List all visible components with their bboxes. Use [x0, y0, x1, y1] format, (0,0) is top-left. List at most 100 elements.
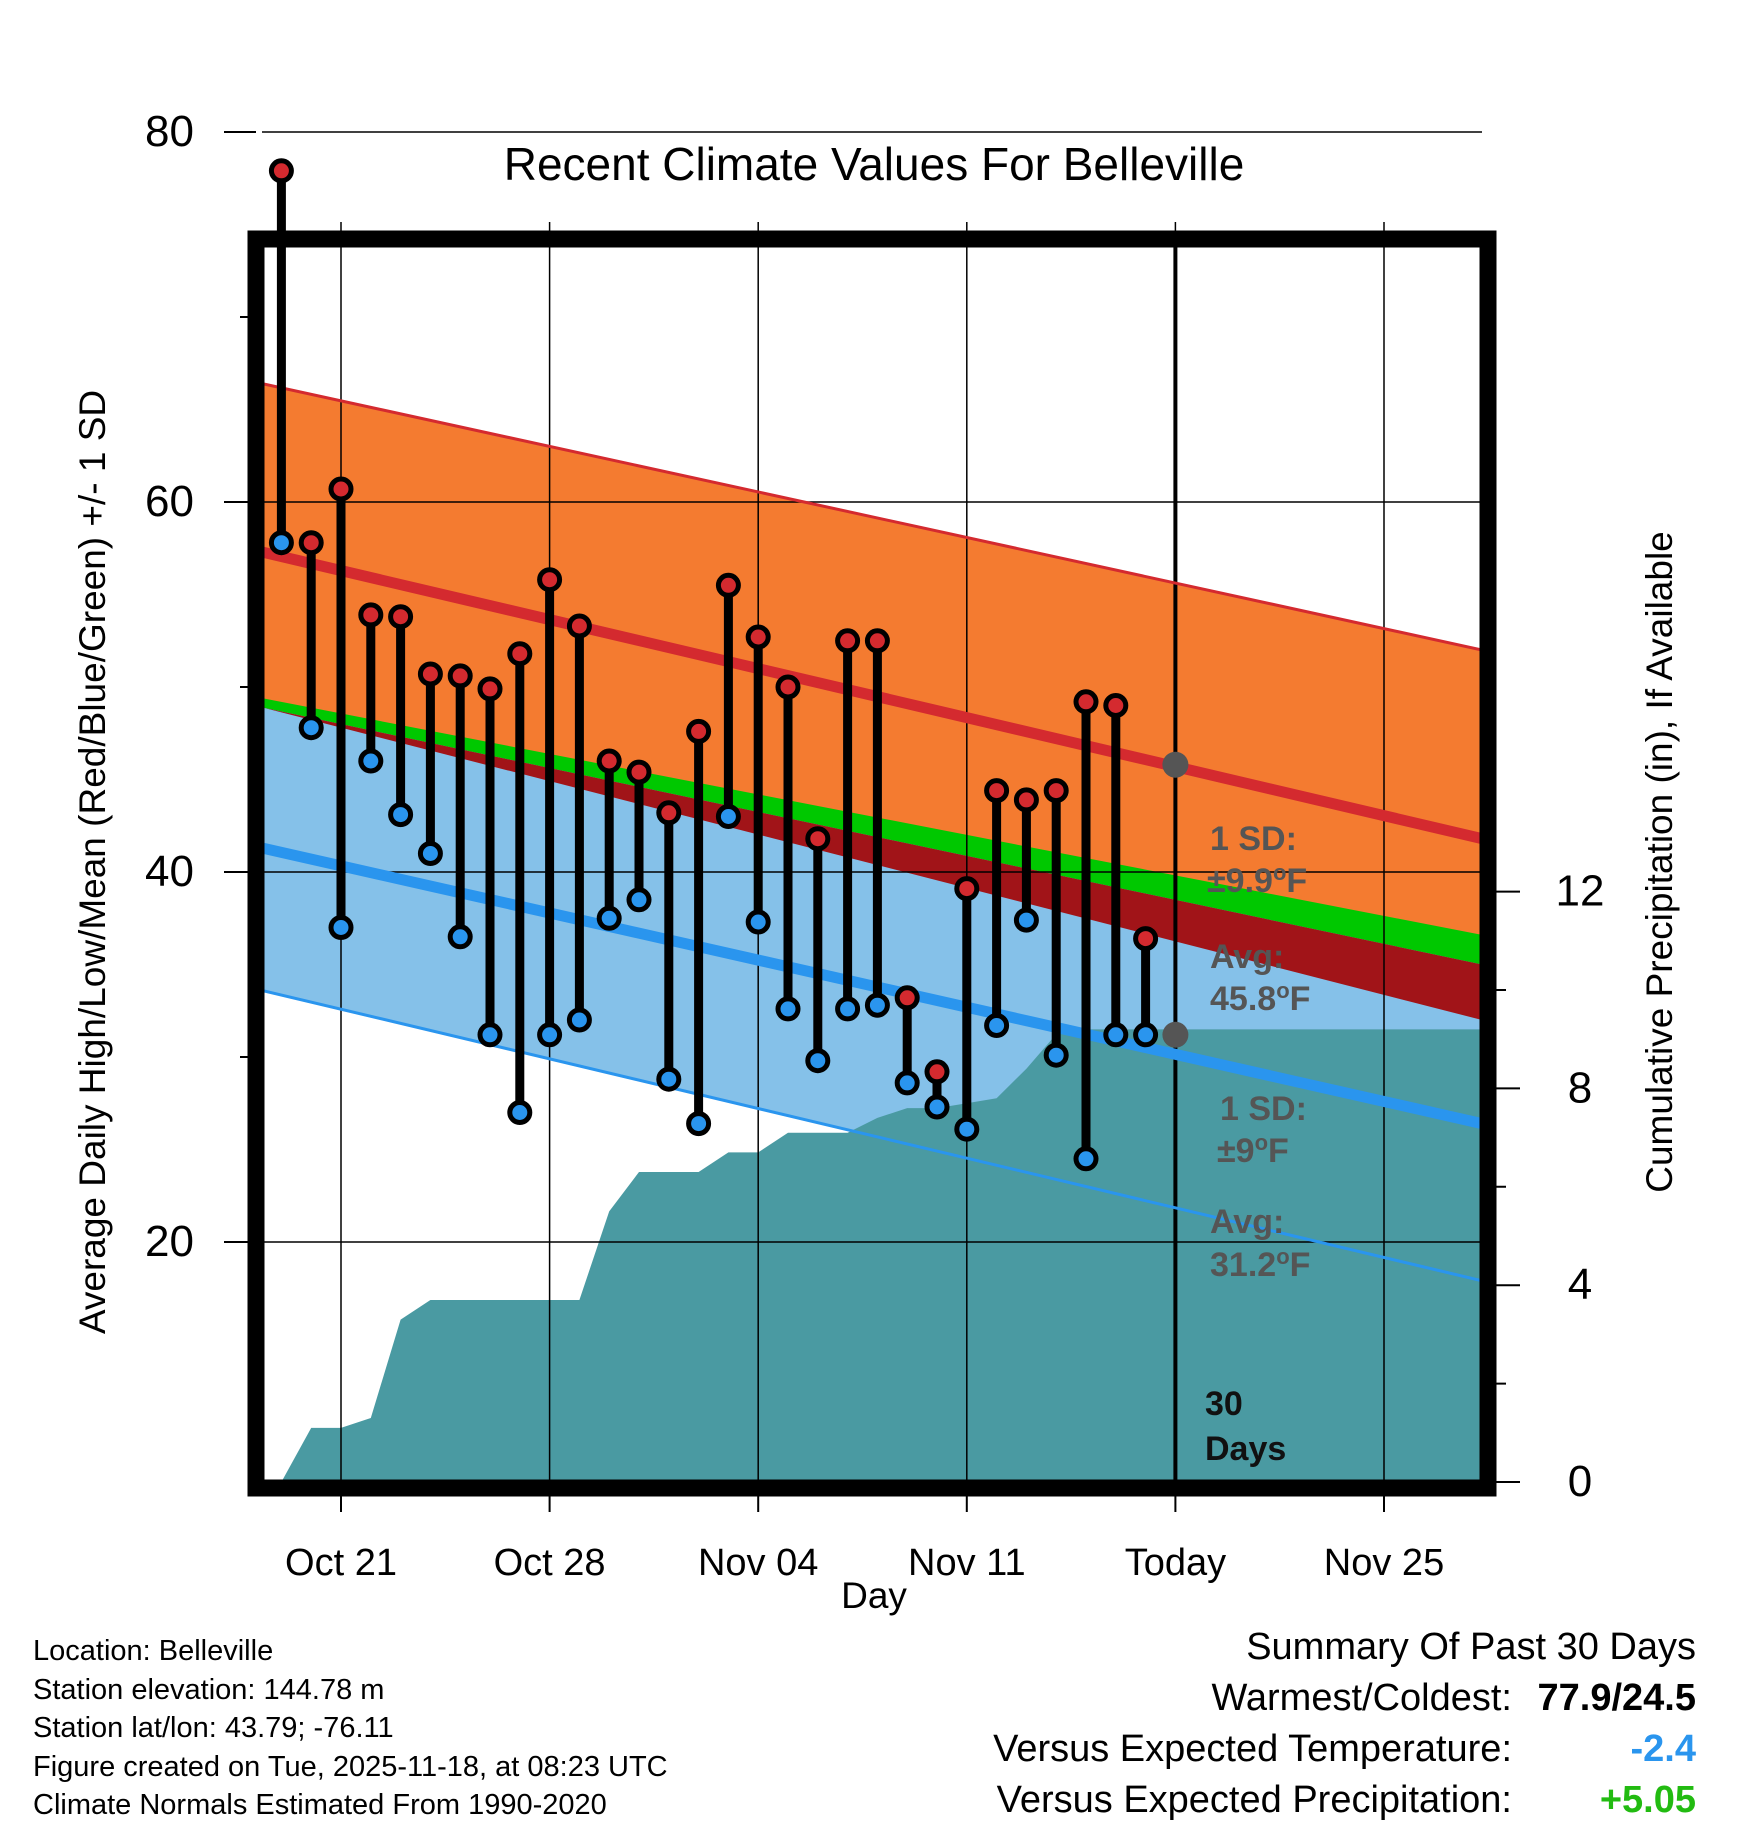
today-days-number: 30	[1205, 1385, 1243, 1423]
x-tick-label: Nov 25	[1324, 1542, 1444, 1584]
daily-high-point	[328, 476, 354, 502]
low-avg-value: 31.2oF	[1210, 1244, 1310, 1284]
daily-high-point	[745, 624, 771, 650]
y2-tick-label: 8	[1568, 1063, 1592, 1112]
daily-low-point	[1073, 1146, 1099, 1172]
station-info: Location: Belleville Station elevation: …	[33, 1632, 668, 1825]
daily-low-point	[954, 1116, 980, 1142]
daily-low-point	[447, 924, 473, 950]
summary-panel: Summary Of Past 30 Days Warmest/Coldest:…	[993, 1622, 1696, 1826]
daily-low-point	[924, 1094, 950, 1120]
daily-low-point	[268, 530, 294, 556]
summary-precip: Versus Expected Precipitation: +5.05	[993, 1775, 1696, 1826]
daily-low-point	[596, 905, 622, 931]
daily-high-point	[1073, 689, 1099, 715]
daily-low-point	[894, 1070, 920, 1096]
high-avg-label: Avg:	[1210, 938, 1284, 976]
daily-high-point	[924, 1059, 950, 1085]
daily-low-point	[388, 802, 414, 828]
daily-high-point	[388, 604, 414, 630]
daily-high-point	[1103, 693, 1129, 718]
daily-low-point	[656, 1066, 682, 1092]
daily-low-point	[745, 909, 771, 935]
daily-high-point	[626, 759, 652, 785]
daily-high-point	[1013, 787, 1039, 813]
high-avg-value: 45.8oF	[1210, 978, 1310, 1018]
today-days-label: Days	[1205, 1430, 1286, 1468]
daily-high-point	[358, 602, 384, 628]
y-tick-label: 40	[145, 847, 194, 896]
daily-low-point	[566, 1007, 592, 1033]
chart-title: Recent Climate Values For Belleville	[504, 138, 1245, 190]
daily-low-point	[507, 1100, 533, 1125]
daily-low-point	[984, 1013, 1010, 1038]
summary-temp: Versus Expected Temperature: -2.4	[993, 1724, 1696, 1775]
daily-low-point	[626, 887, 652, 913]
info-created: Figure created on Tue, 2025-11-18, at 08…	[33, 1750, 668, 1783]
daily-high-point	[268, 158, 294, 184]
normal-high-line	[262, 546, 1482, 845]
climate-chart: Recent Climate Values For Belleville 1 S…	[72, 107, 1680, 1616]
daily-high-point	[1043, 778, 1069, 804]
daily-high-point	[596, 748, 622, 774]
y2-tick-label: 0	[1568, 1457, 1592, 1506]
avg-low-marker	[1162, 1021, 1189, 1048]
daily-low-point	[328, 915, 354, 940]
low-avg-label: Avg:	[1210, 1203, 1284, 1241]
y2-tick-label: 12	[1556, 867, 1605, 916]
daily-low-point	[477, 1022, 503, 1048]
daily-high-point	[566, 613, 592, 639]
summary-precip-value: +5.05	[1599, 1779, 1696, 1821]
precipitation-area	[281, 1029, 1482, 1482]
daily-high-point	[984, 778, 1010, 804]
summary-precip-label: Versus Expected Precipitation:	[996, 1779, 1512, 1821]
high-sd-label: 1 SD:	[1210, 820, 1297, 858]
daily-low-point	[1013, 907, 1039, 933]
x-tick-label: Oct 21	[285, 1542, 397, 1584]
y2-tick-label: 4	[1568, 1260, 1592, 1309]
summary-warm-cold-value: 77.9/24.5	[1537, 1677, 1696, 1719]
summary-temp-label: Versus Expected Temperature:	[993, 1728, 1512, 1770]
daily-low-point	[417, 841, 443, 866]
y2-axis-label: Cumulative Precipitation (in), If Availa…	[1639, 531, 1680, 1193]
y-axis-label: Average Daily High/Low/Mean (Red/Blue/Gr…	[72, 390, 113, 1334]
daily-high-point	[835, 628, 861, 654]
x-tick-label: Nov 04	[698, 1542, 818, 1584]
normal-low-line	[262, 842, 1482, 1129]
daily-high-point	[954, 876, 980, 902]
summary-title: Summary Of Past 30 Days	[1246, 1626, 1696, 1668]
daily-low-point	[715, 804, 741, 829]
daily-high-point	[805, 826, 831, 852]
daily-high-point	[894, 985, 920, 1011]
y-tick-label: 20	[145, 1217, 194, 1266]
y-tick-label: 80	[145, 107, 194, 156]
daily-high-point	[477, 676, 503, 702]
daily-high-point	[447, 663, 473, 689]
summary-warm-cold-label: Warmest/Coldest:	[1211, 1677, 1512, 1719]
daily-low-point	[1043, 1042, 1069, 1068]
daily-high-point	[537, 567, 563, 593]
daily-high-point	[715, 572, 741, 598]
info-elevation: Station elevation: 144.78 m	[33, 1673, 385, 1706]
high-plus-sd-line	[262, 382, 1482, 652]
x-tick-label: Today	[1125, 1542, 1226, 1584]
low-sd-value: ±9oF	[1217, 1130, 1289, 1170]
daily-low-point	[864, 992, 890, 1018]
daily-high-point	[298, 530, 324, 556]
plot-frame	[247, 230, 1497, 1497]
info-latlon: Station lat/lon: 43.79; -76.11	[33, 1712, 394, 1744]
info-normals: Climate Normals Estimated From 1990-2020	[33, 1789, 607, 1821]
daily-low-point	[298, 715, 324, 741]
summary-warm-cold: Warmest/Coldest: 77.9/24.5	[993, 1673, 1696, 1724]
daily-high-point	[686, 718, 712, 744]
daily-low-point	[537, 1022, 563, 1048]
daily-low-point	[1133, 1022, 1159, 1048]
daily-high-point	[864, 628, 890, 654]
daily-high-point	[656, 800, 682, 826]
high-sd-value: ±9.9oF	[1207, 860, 1307, 900]
x-tick-label: Nov 11	[908, 1542, 1026, 1584]
info-location: Location: Belleville	[33, 1635, 274, 1667]
daily-high-point	[507, 641, 533, 667]
low-minus-sd-line	[262, 988, 1482, 1283]
low-sd-label: 1 SD:	[1220, 1090, 1307, 1128]
